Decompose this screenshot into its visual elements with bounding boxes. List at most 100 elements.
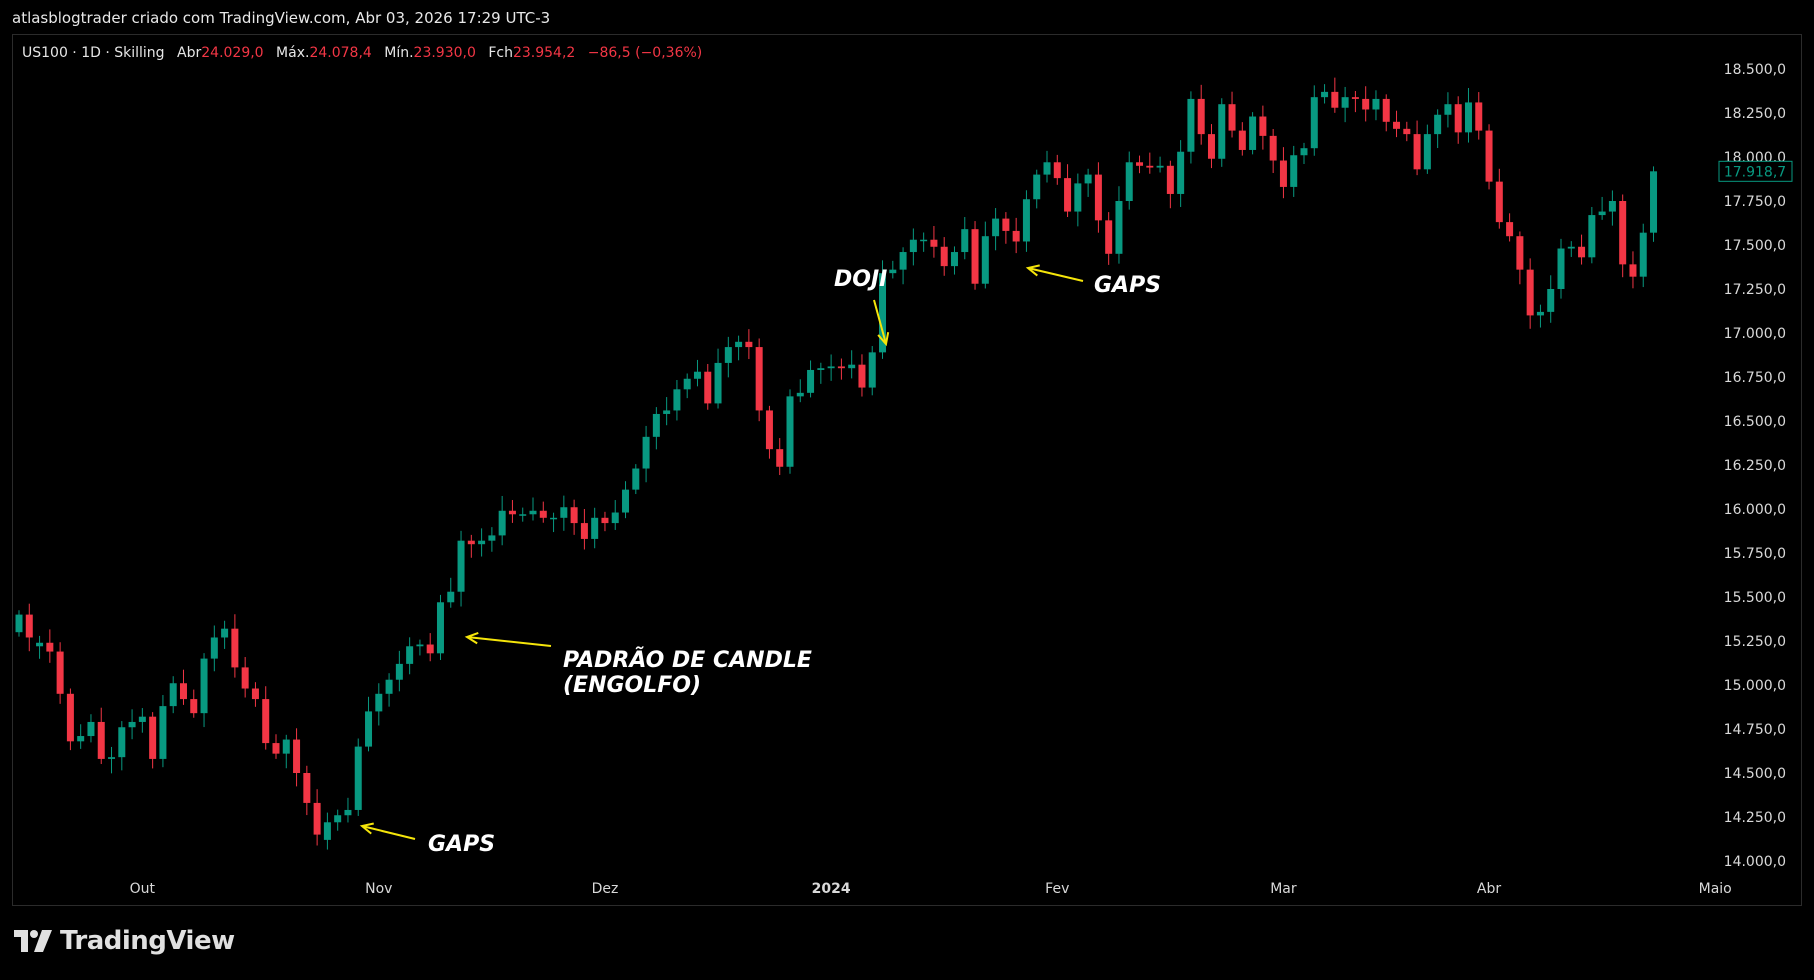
candle-body [745, 341, 753, 348]
legend-symbol[interactable]: US100 · 1D · Skilling [22, 45, 165, 61]
candle-body [539, 510, 547, 518]
candle-body [56, 651, 64, 694]
candle-body [108, 757, 116, 759]
candle-body [981, 236, 989, 284]
legend-close-label: Fch [488, 45, 513, 61]
candle-body [282, 739, 290, 754]
candle-body [1218, 104, 1226, 159]
candle-body [1269, 135, 1277, 161]
candle-body [519, 514, 527, 516]
y-tick-label: 14.750,0 [1724, 722, 1786, 738]
candle-body [1022, 199, 1030, 242]
candle-body [231, 628, 239, 668]
candle-body [1002, 218, 1010, 231]
y-tick-label: 15.250,0 [1724, 634, 1786, 650]
candle-body [128, 721, 136, 728]
tradingview-logo[interactable]: TradingView [14, 926, 235, 956]
candle-body [478, 540, 486, 545]
candle-body [1238, 130, 1246, 150]
candle-body [930, 239, 938, 247]
candle-body [673, 389, 681, 411]
candle-body [46, 642, 54, 652]
candle-body [1403, 128, 1411, 135]
candle-body [251, 688, 259, 700]
candle-body [704, 371, 712, 404]
candle-body [179, 683, 187, 700]
candle-body [560, 507, 568, 518]
candle-body [817, 368, 825, 370]
chart-frame[interactable] [12, 34, 1802, 906]
candle-body [1413, 134, 1421, 170]
arrow-doji [873, 299, 887, 345]
y-tick-label: 17.000,0 [1724, 326, 1786, 342]
candle-body [221, 628, 229, 638]
annotation-engulf-line2: (ENGOLFO) [563, 673, 702, 698]
candle-body [909, 239, 917, 253]
candle-body [550, 517, 558, 520]
candle-body [776, 449, 784, 467]
annotation-engulf-line1: PADRÃO DE CANDLE [563, 648, 812, 673]
candle-body [1506, 222, 1514, 237]
candle-body [426, 644, 434, 654]
candle-body [950, 252, 958, 267]
candle-body [77, 736, 85, 742]
arrow-gaps-top-head [1025, 264, 1040, 277]
candle-body [97, 721, 105, 759]
candle-body [1146, 165, 1154, 168]
candle-body [1598, 211, 1606, 216]
candle-body [467, 540, 475, 545]
candle-body [200, 658, 208, 714]
candle-body [1608, 201, 1616, 212]
candle-body [1588, 215, 1596, 258]
candle-body [262, 699, 270, 744]
candle-body [1156, 165, 1164, 168]
candle-body [1475, 102, 1483, 131]
candle-body [303, 773, 311, 803]
candle-body [1300, 148, 1308, 156]
legend-close-value: 23.954,2 [512, 45, 576, 61]
annotation-doji: DOJI [834, 267, 888, 292]
legend-open-label: Abr [177, 45, 202, 61]
candle-body [1321, 91, 1329, 98]
candle-body [889, 269, 897, 274]
candle-body [1639, 232, 1647, 277]
y-tick-label: 16.750,0 [1724, 370, 1786, 386]
candle-body [1557, 248, 1565, 289]
candle-body [807, 369, 815, 393]
x-tick-label: Abr [1477, 881, 1501, 897]
candle-body [1259, 116, 1267, 136]
candle-body [724, 347, 732, 363]
candle-body [1372, 98, 1380, 110]
candle-body [1536, 311, 1544, 316]
candle-body [529, 510, 537, 515]
candle-body [385, 679, 393, 694]
candle-body [1125, 162, 1133, 201]
candle-body [1444, 104, 1452, 115]
x-tick-label: Out [130, 881, 156, 897]
candle-body [36, 642, 44, 647]
y-tick-label: 15.750,0 [1724, 546, 1786, 562]
y-tick-label: 15.000,0 [1724, 678, 1786, 694]
arrow-gaps-bottom-head [359, 822, 374, 835]
candle-body [1516, 236, 1524, 270]
annotation-gaps-top: GAPS [1094, 273, 1162, 298]
arrow-gaps-bottom [361, 825, 416, 840]
candle-body [1393, 121, 1401, 129]
y-tick-label: 16.250,0 [1724, 458, 1786, 474]
candle-body [1495, 181, 1503, 223]
y-tick-label: 14.000,0 [1724, 854, 1786, 870]
candle-body [827, 366, 835, 369]
candle-body [899, 252, 907, 270]
candle-body [508, 510, 516, 515]
candle-body [241, 667, 249, 689]
candle-body [354, 746, 362, 810]
candle-body [1454, 104, 1462, 133]
chart-caption: atlasblogtrader criado com TradingView.c… [12, 9, 551, 27]
candle-body [940, 246, 948, 267]
candle-body [1362, 98, 1370, 110]
candle-body [1434, 114, 1442, 135]
candle-body [570, 507, 578, 524]
candle-body [406, 646, 414, 664]
candle-body [323, 822, 331, 840]
